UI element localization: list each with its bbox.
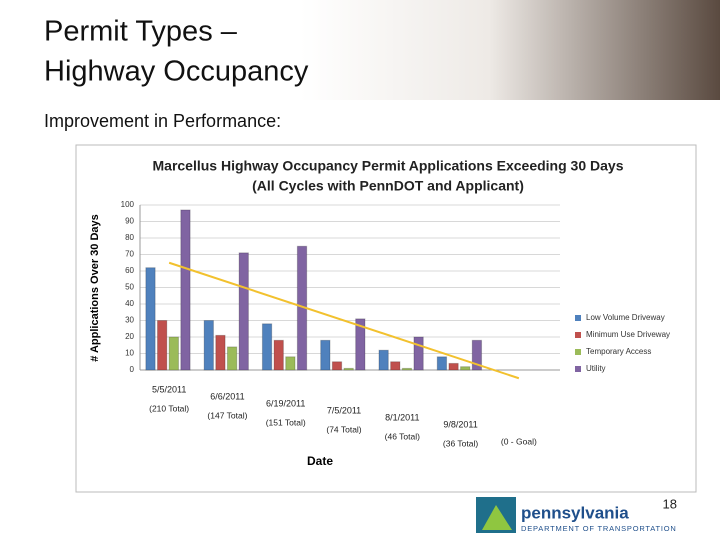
y-tick-label: 70 <box>125 250 134 259</box>
bar <box>285 356 296 371</box>
logo-name: pennsylvania <box>521 503 629 522</box>
chart-title: Marcellus Highway Occupancy Permit Appli… <box>153 158 624 174</box>
bar <box>460 366 471 371</box>
x-axis-label: Date <box>307 454 333 468</box>
bar <box>378 349 389 371</box>
bar <box>413 336 424 371</box>
trend-line <box>168 261 520 380</box>
category-note: (151 Total) <box>266 417 306 427</box>
legend-label: Minimum Use Driveway <box>586 330 670 339</box>
bar <box>238 252 249 371</box>
y-tick-label: 30 <box>125 316 134 325</box>
category-note: (74 Total) <box>326 424 361 434</box>
x-tick-label: 6/6/2011 <box>210 391 244 401</box>
y-axis-label: # Applications Over 30 Days <box>89 214 101 362</box>
bar <box>436 356 448 371</box>
header-texture <box>300 0 720 100</box>
y-tick-label: 0 <box>130 365 135 374</box>
logo-keystone <box>482 505 512 530</box>
x-tick-label: 9/8/2011 <box>443 419 477 429</box>
bar <box>448 362 459 371</box>
y-tick-label: 10 <box>125 349 134 358</box>
bar <box>390 361 401 371</box>
bar <box>273 339 284 371</box>
bar <box>156 320 168 371</box>
y-tick-label: 60 <box>125 266 134 275</box>
x-tick-label: 6/19/2011 <box>266 398 305 408</box>
legend-swatch <box>575 332 581 338</box>
bar <box>331 361 343 371</box>
bar <box>320 339 331 371</box>
bar <box>215 334 226 371</box>
slide-subtitle: Improvement in Performance: <box>44 111 281 131</box>
legend-label: Low Volume Driveway <box>586 313 665 322</box>
bar <box>168 336 179 371</box>
category-note: (147 Total) <box>207 410 247 420</box>
category-note: (0 - Goal) <box>501 436 537 446</box>
y-tick-label: 20 <box>125 332 134 341</box>
legend-label: Temporary Access <box>586 347 651 356</box>
y-tick-label: 40 <box>125 299 134 308</box>
chart-frame <box>75 144 697 493</box>
chart-title: (All Cycles with PennDOT and Applicant) <box>252 178 524 194</box>
legend-swatch <box>575 315 581 321</box>
legend-swatch <box>575 366 581 372</box>
y-tick-label: 80 <box>125 233 134 242</box>
y-tick-label: 50 <box>125 283 134 292</box>
x-tick-label: 5/5/2011 <box>152 384 186 394</box>
bar <box>343 367 354 371</box>
y-tick-label: 90 <box>125 217 134 226</box>
x-tick-label: 8/1/2011 <box>385 412 419 422</box>
slide-title: Permit Types – <box>44 16 238 48</box>
category-note: (210 Total) <box>149 403 189 413</box>
category-note: (46 Total) <box>385 431 420 441</box>
bar <box>355 318 366 371</box>
slide-title: Highway Occupancy <box>44 56 309 88</box>
bar <box>180 209 191 371</box>
bar <box>261 323 273 371</box>
legend-swatch <box>575 349 581 355</box>
page-number: 18 <box>663 496 677 511</box>
x-tick-label: 7/5/2011 <box>327 405 361 415</box>
bar <box>226 346 238 371</box>
y-tick-label: 100 <box>121 200 135 209</box>
bar <box>145 267 156 371</box>
bar <box>203 320 214 371</box>
bar <box>471 339 483 371</box>
legend-label: Utility <box>586 364 606 373</box>
category-note: (36 Total) <box>443 438 478 448</box>
logo-department: DEPARTMENT OF TRANSPORTATION <box>521 524 677 533</box>
bar <box>401 367 413 371</box>
